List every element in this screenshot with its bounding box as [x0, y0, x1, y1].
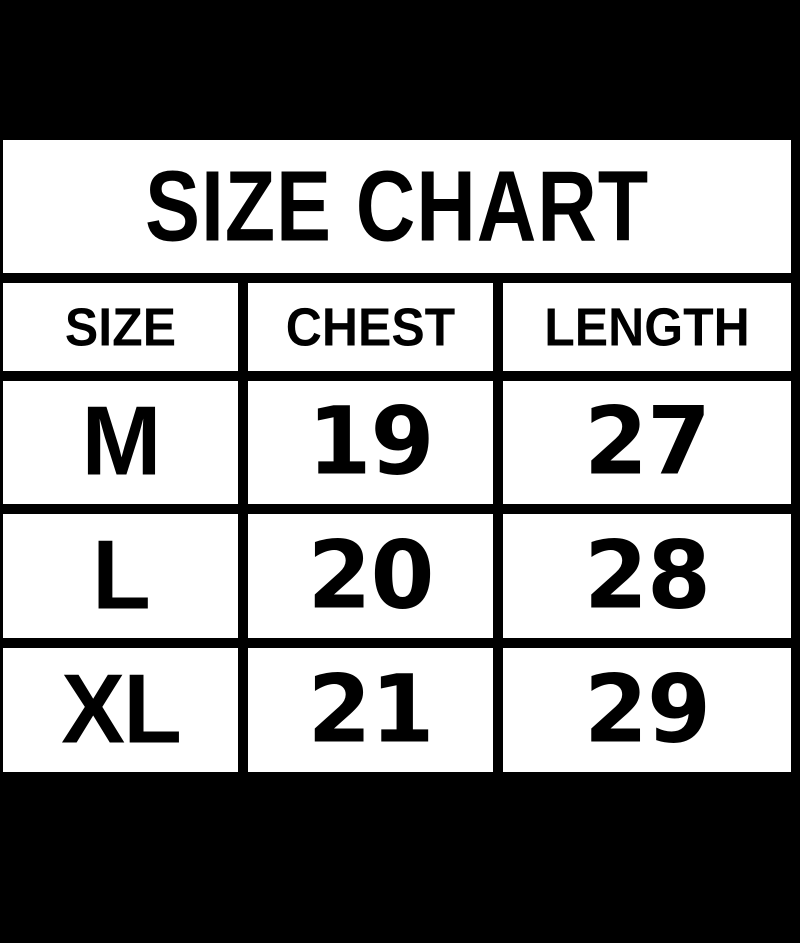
value-chest-xl: 21: [307, 654, 434, 765]
column-divider-2: [493, 514, 503, 639]
value-length-m: 27: [583, 387, 711, 497]
cell-size-m: M: [3, 380, 238, 505]
size-chart-table: SIZE CHART SIZE CHEST LENGTH M 1: [3, 140, 791, 772]
column-divider-1: [238, 514, 248, 639]
rule-under-header: [3, 370, 791, 381]
header-label-length: LENGTH: [544, 296, 750, 358]
column-divider-2: [493, 380, 503, 505]
size-chart-title: SIZE CHART: [145, 150, 649, 262]
table-row: L 20 28: [3, 514, 791, 639]
value-length-xl: 29: [583, 654, 711, 765]
value-size-m: M: [81, 387, 162, 497]
cell-chest-l: 20: [248, 514, 493, 639]
value-size-xl: XL: [61, 654, 182, 765]
size-chart-title-band: SIZE CHART: [3, 140, 791, 274]
cell-length-m: 27: [503, 380, 791, 505]
rule-under-row-l: [3, 638, 791, 649]
rule-under-title: [3, 273, 791, 284]
cell-length-xl: 29: [503, 648, 791, 772]
rule-under-row-m: [3, 504, 791, 515]
column-divider-2: [493, 648, 503, 772]
header-label-size: SIZE: [64, 296, 177, 358]
cell-size-l: L: [3, 514, 238, 639]
header-cell-length: LENGTH: [503, 283, 791, 371]
cell-size-xl: XL: [3, 648, 238, 772]
column-divider-1: [238, 380, 248, 505]
header-cell-size: SIZE: [3, 283, 238, 371]
column-divider-1: [238, 283, 248, 371]
column-divider-2: [493, 283, 503, 371]
value-chest-m: 19: [307, 387, 434, 497]
value-size-l: L: [92, 521, 151, 631]
cell-chest-xl: 21: [248, 648, 493, 772]
value-length-l: 28: [583, 521, 711, 631]
table-row: M 19 27: [3, 380, 791, 505]
table-header-row: SIZE CHEST LENGTH: [3, 283, 791, 371]
cell-chest-m: 19: [248, 380, 493, 505]
header-label-chest: CHEST: [285, 296, 456, 358]
value-chest-l: 20: [307, 521, 434, 631]
header-cell-chest: CHEST: [248, 283, 493, 371]
table-row: XL 21 29: [3, 648, 791, 772]
cell-length-l: 28: [503, 514, 791, 639]
column-divider-1: [238, 648, 248, 772]
